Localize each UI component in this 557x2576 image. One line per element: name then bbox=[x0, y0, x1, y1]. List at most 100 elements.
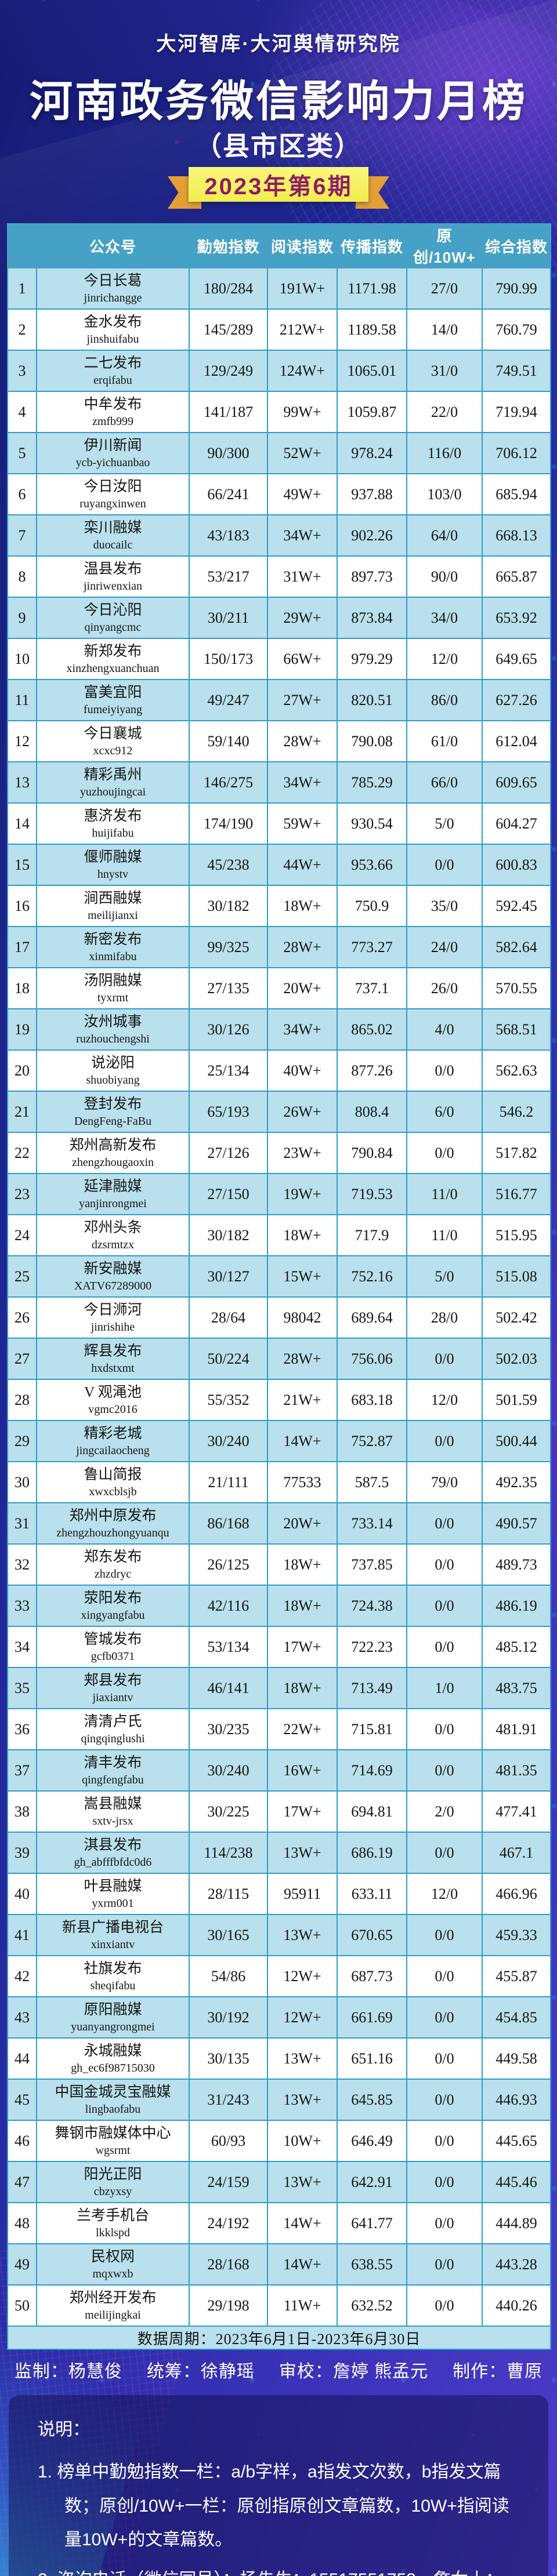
table-row: 21 登封发布 DengFeng-FaBu 65/193 26W+ 808.4 … bbox=[7, 1091, 551, 1133]
rank-cell: 34 bbox=[7, 1626, 37, 1668]
table-row: 44 永城融媒 gh_ec6f98715030 30/135 13W+ 651.… bbox=[7, 2037, 551, 2080]
spread-cell: 645.85 bbox=[337, 2079, 407, 2121]
account-cell: 涧西融媒 meilijianxi bbox=[36, 885, 190, 927]
original-cell: 34/0 bbox=[406, 597, 483, 639]
composite-cell: 481.35 bbox=[482, 1749, 551, 1792]
page-title: 河南政务微信影响力月榜 bbox=[30, 77, 527, 125]
reading-cell: 26W+ bbox=[267, 1091, 338, 1133]
account-cell: 辉县发布 hxdstxmt bbox=[36, 1338, 190, 1380]
account-id: XATV67289000 bbox=[74, 1279, 152, 1292]
account-id: duocailc bbox=[93, 538, 133, 551]
ranking-table-wrap: 公众号 勤勉指数 阅读指数 传播指数 原创/10W+ 综合指数 1 今日长葛 j… bbox=[7, 223, 551, 2350]
account-id: jiaxiantv bbox=[92, 1691, 133, 1704]
account-cell: 新密发布 xinmifabu bbox=[36, 926, 190, 968]
table-row: 5 伊川新闻 ycb-yichuanbao 90/300 52W+ 978.24… bbox=[7, 432, 551, 474]
diligence-cell: 30/211 bbox=[189, 597, 268, 639]
account-cell: 今日襄城 xcxc912 bbox=[36, 720, 190, 762]
rank-cell: 3 bbox=[7, 350, 37, 392]
account-cell: 登封发布 DengFeng-FaBu bbox=[36, 1091, 190, 1133]
account-name: 富美宜阳 bbox=[84, 684, 142, 700]
table-row: 10 新郑发布 xinzhengxuanchuan 150/173 66W+ 9… bbox=[7, 638, 551, 680]
rank-cell: 16 bbox=[7, 885, 37, 927]
account-cell: 说泌阳 shuobiyang bbox=[36, 1049, 190, 1092]
reading-cell: 77533 bbox=[267, 1461, 338, 1503]
spread-cell: 661.69 bbox=[337, 1996, 407, 2039]
reading-cell: 14W+ bbox=[267, 1420, 338, 1462]
rank-cell: 45 bbox=[7, 2079, 37, 2121]
composite-cell: 500.44 bbox=[482, 1420, 551, 1462]
original-cell: 64/0 bbox=[406, 514, 483, 557]
diligence-cell: 30/127 bbox=[189, 1255, 268, 1298]
account-name: 原阳融媒 bbox=[84, 2001, 142, 2018]
table-footer: 数据周期：2023年6月1日-2023年6月30日 bbox=[7, 2326, 551, 2350]
reading-cell: 34W+ bbox=[267, 761, 338, 804]
composite-cell: 467.1 bbox=[482, 1832, 551, 1874]
spread-cell: 790.08 bbox=[337, 720, 407, 762]
diligence-cell: 150/173 bbox=[189, 638, 268, 680]
spread-cell: 750.9 bbox=[337, 885, 407, 927]
header: 大河智库·大河舆情研究院 河南政务微信影响力月榜 （县市区类） 2023年第6期 bbox=[0, 0, 557, 209]
diligence-cell: 24/159 bbox=[189, 2161, 268, 2203]
account-name: 民权网 bbox=[91, 2248, 135, 2265]
reading-cell: 28W+ bbox=[267, 1338, 338, 1380]
account-name: 延津融媒 bbox=[84, 1178, 142, 1194]
account-id: jinriwenxian bbox=[83, 579, 143, 593]
account-name: 郑东发布 bbox=[84, 1549, 142, 1565]
original-cell: 0/0 bbox=[406, 2243, 483, 2286]
rank-cell: 24 bbox=[7, 1214, 37, 1256]
account-id: dzsrmtzx bbox=[91, 1238, 135, 1251]
account-id: qingqinglushi bbox=[81, 1732, 145, 1745]
table-row: 47 阳光正阳 cbzyxsy 24/159 13W+ 642.91 0/0 4… bbox=[7, 2161, 551, 2203]
composite-cell: 485.12 bbox=[482, 1626, 551, 1668]
table-row: 42 社旗发布 sheqifabu 54/86 12W+ 687.73 0/0 … bbox=[7, 1955, 551, 1997]
account-cell: 精彩禹州 yuzhoujingcai bbox=[36, 761, 190, 804]
reading-cell: 10W+ bbox=[267, 2120, 338, 2162]
account-id: mqxwxb bbox=[92, 2267, 133, 2280]
account-id: yuanyangrongmei bbox=[71, 2020, 155, 2033]
reading-cell: 66W+ bbox=[267, 638, 338, 680]
account-name: 荥阳发布 bbox=[84, 1590, 142, 1606]
account-cell: 精彩老城 jingcailaocheng bbox=[36, 1420, 190, 1462]
diligence-cell: 50/224 bbox=[189, 1338, 268, 1380]
table-row: 9 今日沁阳 qinyangcmc 30/211 29W+ 873.84 34/… bbox=[7, 597, 551, 639]
table-row: 27 辉县发布 hxdstxmt 50/224 28W+ 756.06 0/0 … bbox=[7, 1338, 551, 1380]
table-row: 34 管城发布 gcfb0371 53/134 17W+ 722.23 0/0 … bbox=[7, 1626, 551, 1668]
rank-cell: 17 bbox=[7, 926, 37, 968]
spread-cell: 785.29 bbox=[337, 761, 407, 804]
reading-cell: 18W+ bbox=[267, 1585, 338, 1627]
diligence-cell: 43/183 bbox=[189, 514, 268, 557]
account-id: yxrm001 bbox=[92, 1896, 134, 1910]
diligence-cell: 27/126 bbox=[189, 1132, 268, 1174]
original-cell: 0/0 bbox=[406, 1914, 483, 1956]
spread-cell: 638.55 bbox=[337, 2243, 407, 2286]
rank-cell: 7 bbox=[7, 514, 37, 557]
rank-cell: 38 bbox=[7, 1790, 37, 1833]
account-id: tyxrmt bbox=[97, 991, 129, 1004]
rank-cell: 2 bbox=[7, 308, 37, 351]
account-name: 辉县发布 bbox=[84, 1343, 142, 1359]
table-row: 30 鲁山简报 xwxcblsjb 21/111 77533 587.5 79/… bbox=[7, 1461, 551, 1503]
account-id: lkklspd bbox=[96, 2226, 130, 2239]
diligence-cell: 46/141 bbox=[189, 1667, 268, 1709]
composite-cell: 706.12 bbox=[482, 432, 551, 474]
composite-cell: 466.96 bbox=[482, 1873, 551, 1915]
diligence-cell: 28/64 bbox=[189, 1296, 268, 1339]
account-name: 叶县融媒 bbox=[84, 1878, 142, 1894]
account-cell: 清清卢氏 qingqinglushi bbox=[36, 1708, 190, 1750]
account-name: 偃师融媒 bbox=[84, 849, 142, 865]
reading-cell: 18W+ bbox=[267, 885, 338, 927]
reading-cell: 14W+ bbox=[267, 2202, 338, 2244]
diligence-cell: 54/86 bbox=[189, 1955, 268, 1997]
col-rank bbox=[7, 223, 37, 268]
account-id: jinshuifabu bbox=[86, 332, 139, 346]
table-row: 26 今日浉河 jinrishihe 28/64 98042 689.64 28… bbox=[7, 1296, 551, 1339]
account-id: sxtv-jrsx bbox=[92, 1814, 133, 1827]
account-name: 今日汝阳 bbox=[84, 478, 142, 495]
rank-cell: 14 bbox=[7, 802, 37, 845]
diligence-cell: 30/240 bbox=[189, 1420, 268, 1462]
account-name: 新郑发布 bbox=[84, 643, 142, 659]
ranking-table: 公众号 勤勉指数 阅读指数 传播指数 原创/10W+ 综合指数 1 今日长葛 j… bbox=[7, 223, 551, 2350]
diligence-cell: 30/182 bbox=[189, 1214, 268, 1256]
spread-cell: 1171.98 bbox=[337, 267, 407, 310]
account-name: 管城发布 bbox=[84, 1631, 142, 1647]
